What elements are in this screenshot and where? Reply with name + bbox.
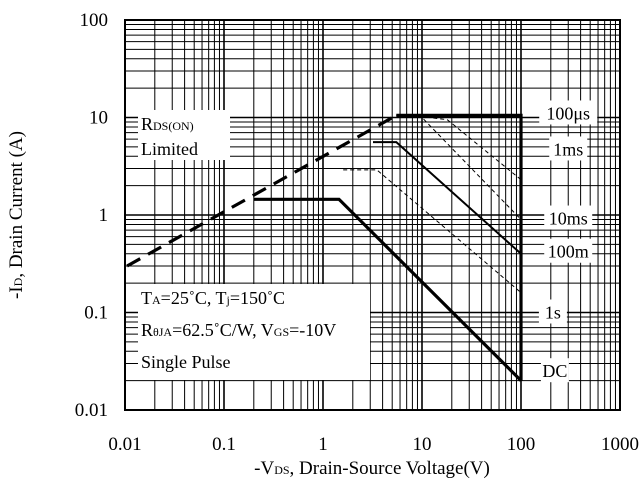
curve-labels: 100μs 1ms 10ms 100m 1s DC <box>538 100 598 383</box>
x-axis-title: -VDS, Drain-Source Voltage(V) <box>254 458 490 479</box>
y-tick-label: 10 <box>89 108 108 129</box>
series-line-100-s <box>396 113 523 381</box>
x-tick-label: 1 <box>318 434 328 455</box>
curve-label-box <box>544 238 593 263</box>
limited-label: Limited <box>141 139 198 159</box>
x-tick-label: 1000 <box>601 434 639 455</box>
series-line-100m <box>396 114 522 220</box>
temperature-condition: TA=25˚C, Tj=150˚C <box>141 288 285 308</box>
tick-labels: 0.01 0.1 1 10 100 1000 0.01 0.1 1 10 100 <box>75 10 639 455</box>
curve-label: 10ms <box>549 209 588 229</box>
series-line-rds-on-limited <box>126 114 398 268</box>
curve-label-box <box>538 299 567 324</box>
curve-label-box <box>549 136 588 161</box>
y-tick-label: 1 <box>99 205 109 226</box>
x-tick-label: 10 <box>413 434 432 455</box>
x-tick-label: 0.1 <box>212 434 236 455</box>
curve-label: 100μs <box>546 103 590 123</box>
conditions-annotation-box <box>138 284 370 380</box>
series-line-dc <box>253 197 523 382</box>
x-tick-label: 0.01 <box>108 434 141 455</box>
plot-frame <box>124 19 621 411</box>
curve-label: 100m <box>548 242 589 262</box>
series-line-1s <box>412 114 522 181</box>
rds-on-label: RDS(ON) <box>141 114 194 134</box>
y-axis-title: -ID, Drain Current (A) <box>6 131 27 299</box>
thermal-resistance-condition: RθJA=62.5˚C/W, VGS=-10V <box>141 320 336 340</box>
curve-label-box <box>544 205 593 230</box>
series-line-1ms <box>373 141 522 255</box>
annotations: RDS(ON) Limited TA=25˚C, Tj=150˚C RθJA=62.5… <box>138 110 370 380</box>
y-tick-label: 0.1 <box>84 303 108 324</box>
x-tick-label: 100 <box>507 434 536 455</box>
curve-label: 1s <box>545 303 561 323</box>
single-pulse-label: Single Pulse <box>141 352 231 372</box>
y-tick-label: 0.01 <box>75 400 108 421</box>
rds-annotation-box <box>138 110 230 160</box>
curve-label-box <box>539 100 598 125</box>
curves <box>126 113 523 382</box>
y-tick-label: 100 <box>80 10 109 31</box>
curve-label: DC <box>542 361 567 381</box>
curve-label-box <box>540 358 569 383</box>
curve-label: 1ms <box>553 139 583 159</box>
